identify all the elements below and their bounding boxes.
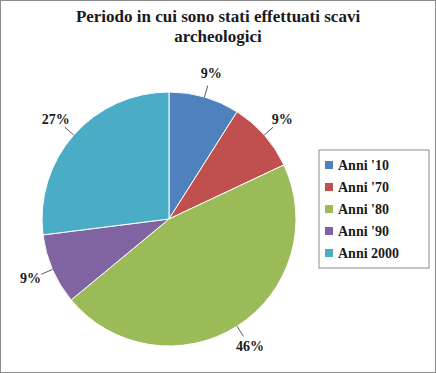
- legend-label: Anni '70: [338, 180, 389, 195]
- data-label: 9%: [201, 66, 222, 81]
- leader-line: [41, 269, 52, 274]
- leader-line: [237, 326, 243, 336]
- chart-svg: 9%9%46%9%27%Anni '10Anni '70Anni '80Anni…: [1, 1, 435, 372]
- legend-label: Anni '90: [338, 224, 389, 239]
- legend-swatch: [325, 205, 333, 213]
- chart-frame: Periodo in cui sono stati effettuati sca…: [0, 0, 436, 373]
- legend-label: Anni '80: [338, 202, 389, 217]
- legend-box: [319, 150, 429, 268]
- leader-line: [65, 127, 74, 135]
- legend-swatch: [325, 249, 333, 257]
- data-label: 27%: [42, 112, 70, 127]
- legend-swatch: [325, 183, 333, 191]
- legend-label: Anni 2000: [338, 246, 399, 261]
- data-label: 9%: [272, 112, 293, 127]
- pie-slice: [42, 92, 169, 235]
- leader-line: [204, 86, 207, 98]
- slices: [42, 92, 296, 346]
- data-label: 46%: [236, 339, 264, 354]
- data-labels: 9% 9% 46% 9% 27%: [20, 66, 293, 353]
- legend: Anni '10 Anni '70 Anni '80 Anni '90 Anni 200…: [319, 150, 429, 268]
- title: Periodo in cui sono stati effettuati sca…: [73, 7, 363, 47]
- legend-swatch: [325, 161, 333, 169]
- legend-label: Anni '10: [338, 158, 389, 173]
- title-box: Periodo in cui sono stati effettuati sca…: [1, 7, 435, 47]
- data-label: 9%: [20, 271, 41, 286]
- leader-line: [264, 127, 273, 135]
- legend-swatch: [325, 227, 333, 235]
